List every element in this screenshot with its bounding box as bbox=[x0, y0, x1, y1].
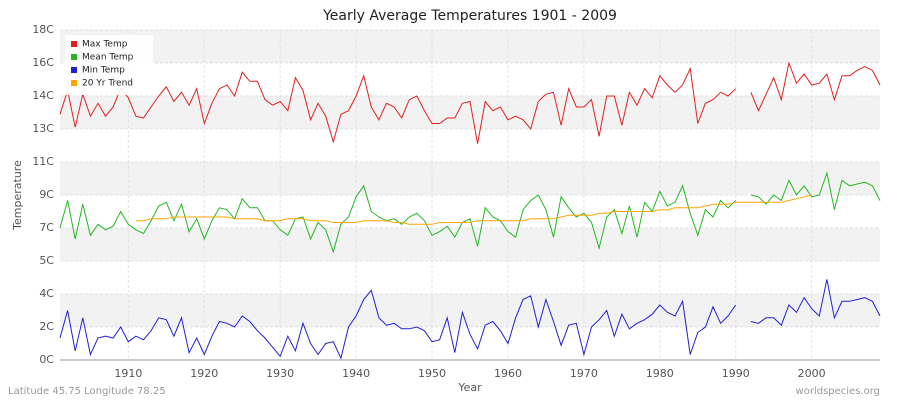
legend-label: Min Temp bbox=[82, 66, 125, 76]
x-tick-label: 1910 bbox=[114, 367, 142, 380]
grid-band bbox=[60, 30, 880, 63]
footer-left: Latitude 45.75 Longitude 78.25 bbox=[8, 386, 166, 397]
legend-swatch bbox=[71, 41, 77, 47]
legend: Max Temp Mean Temp Min Temp 20 Yr Trend bbox=[65, 35, 153, 95]
chart-title: Yearly Average Temperatures 1901 - 2009 bbox=[322, 8, 617, 24]
x-tick-label: 1970 bbox=[570, 367, 598, 380]
x-tick-label: 1980 bbox=[646, 367, 674, 380]
series-line bbox=[59, 61, 881, 144]
series-line bbox=[59, 279, 881, 360]
footer-right: worldspecies.org bbox=[796, 386, 880, 397]
y-tick-label: 9C bbox=[39, 188, 54, 201]
y-axis-title: Temperature bbox=[11, 160, 24, 231]
grid-band bbox=[60, 162, 880, 195]
legend-label: Max Temp bbox=[82, 40, 128, 50]
y-tick-label: 2C bbox=[39, 320, 54, 333]
series-line bbox=[135, 194, 812, 225]
y-tick-label: 13C bbox=[32, 122, 54, 135]
x-axis-title: Year bbox=[457, 381, 482, 394]
x-tick-label: 1920 bbox=[190, 367, 218, 380]
legend-swatch bbox=[71, 80, 77, 86]
y-tick-label: 14C bbox=[32, 89, 54, 102]
legend-swatch bbox=[71, 67, 77, 73]
x-tick-label: 1930 bbox=[266, 367, 294, 380]
y-tick-label: 4C bbox=[39, 287, 54, 300]
grid-band bbox=[60, 228, 880, 261]
legend-label: 20 Yr Trend bbox=[82, 79, 133, 89]
grid-band bbox=[60, 96, 880, 129]
y-tick-label: 7C bbox=[39, 221, 54, 234]
legend-box bbox=[65, 35, 153, 95]
y-tick-label: 18C bbox=[32, 23, 54, 36]
x-tick-label: 2000 bbox=[798, 367, 826, 380]
y-tick-label: 11C bbox=[32, 155, 54, 168]
x-tick-label: 1960 bbox=[494, 367, 522, 380]
grid-band bbox=[60, 294, 880, 327]
x-tick-label: 1950 bbox=[418, 367, 446, 380]
y-tick-label: 0C bbox=[39, 353, 54, 366]
legend-swatch bbox=[71, 54, 77, 60]
x-tick-label: 1940 bbox=[342, 367, 370, 380]
y-tick-label: 5C bbox=[39, 254, 54, 267]
x-tick-label: 1990 bbox=[722, 367, 750, 380]
legend-label: Mean Temp bbox=[82, 53, 134, 63]
y-tick-label: 16C bbox=[32, 56, 54, 69]
